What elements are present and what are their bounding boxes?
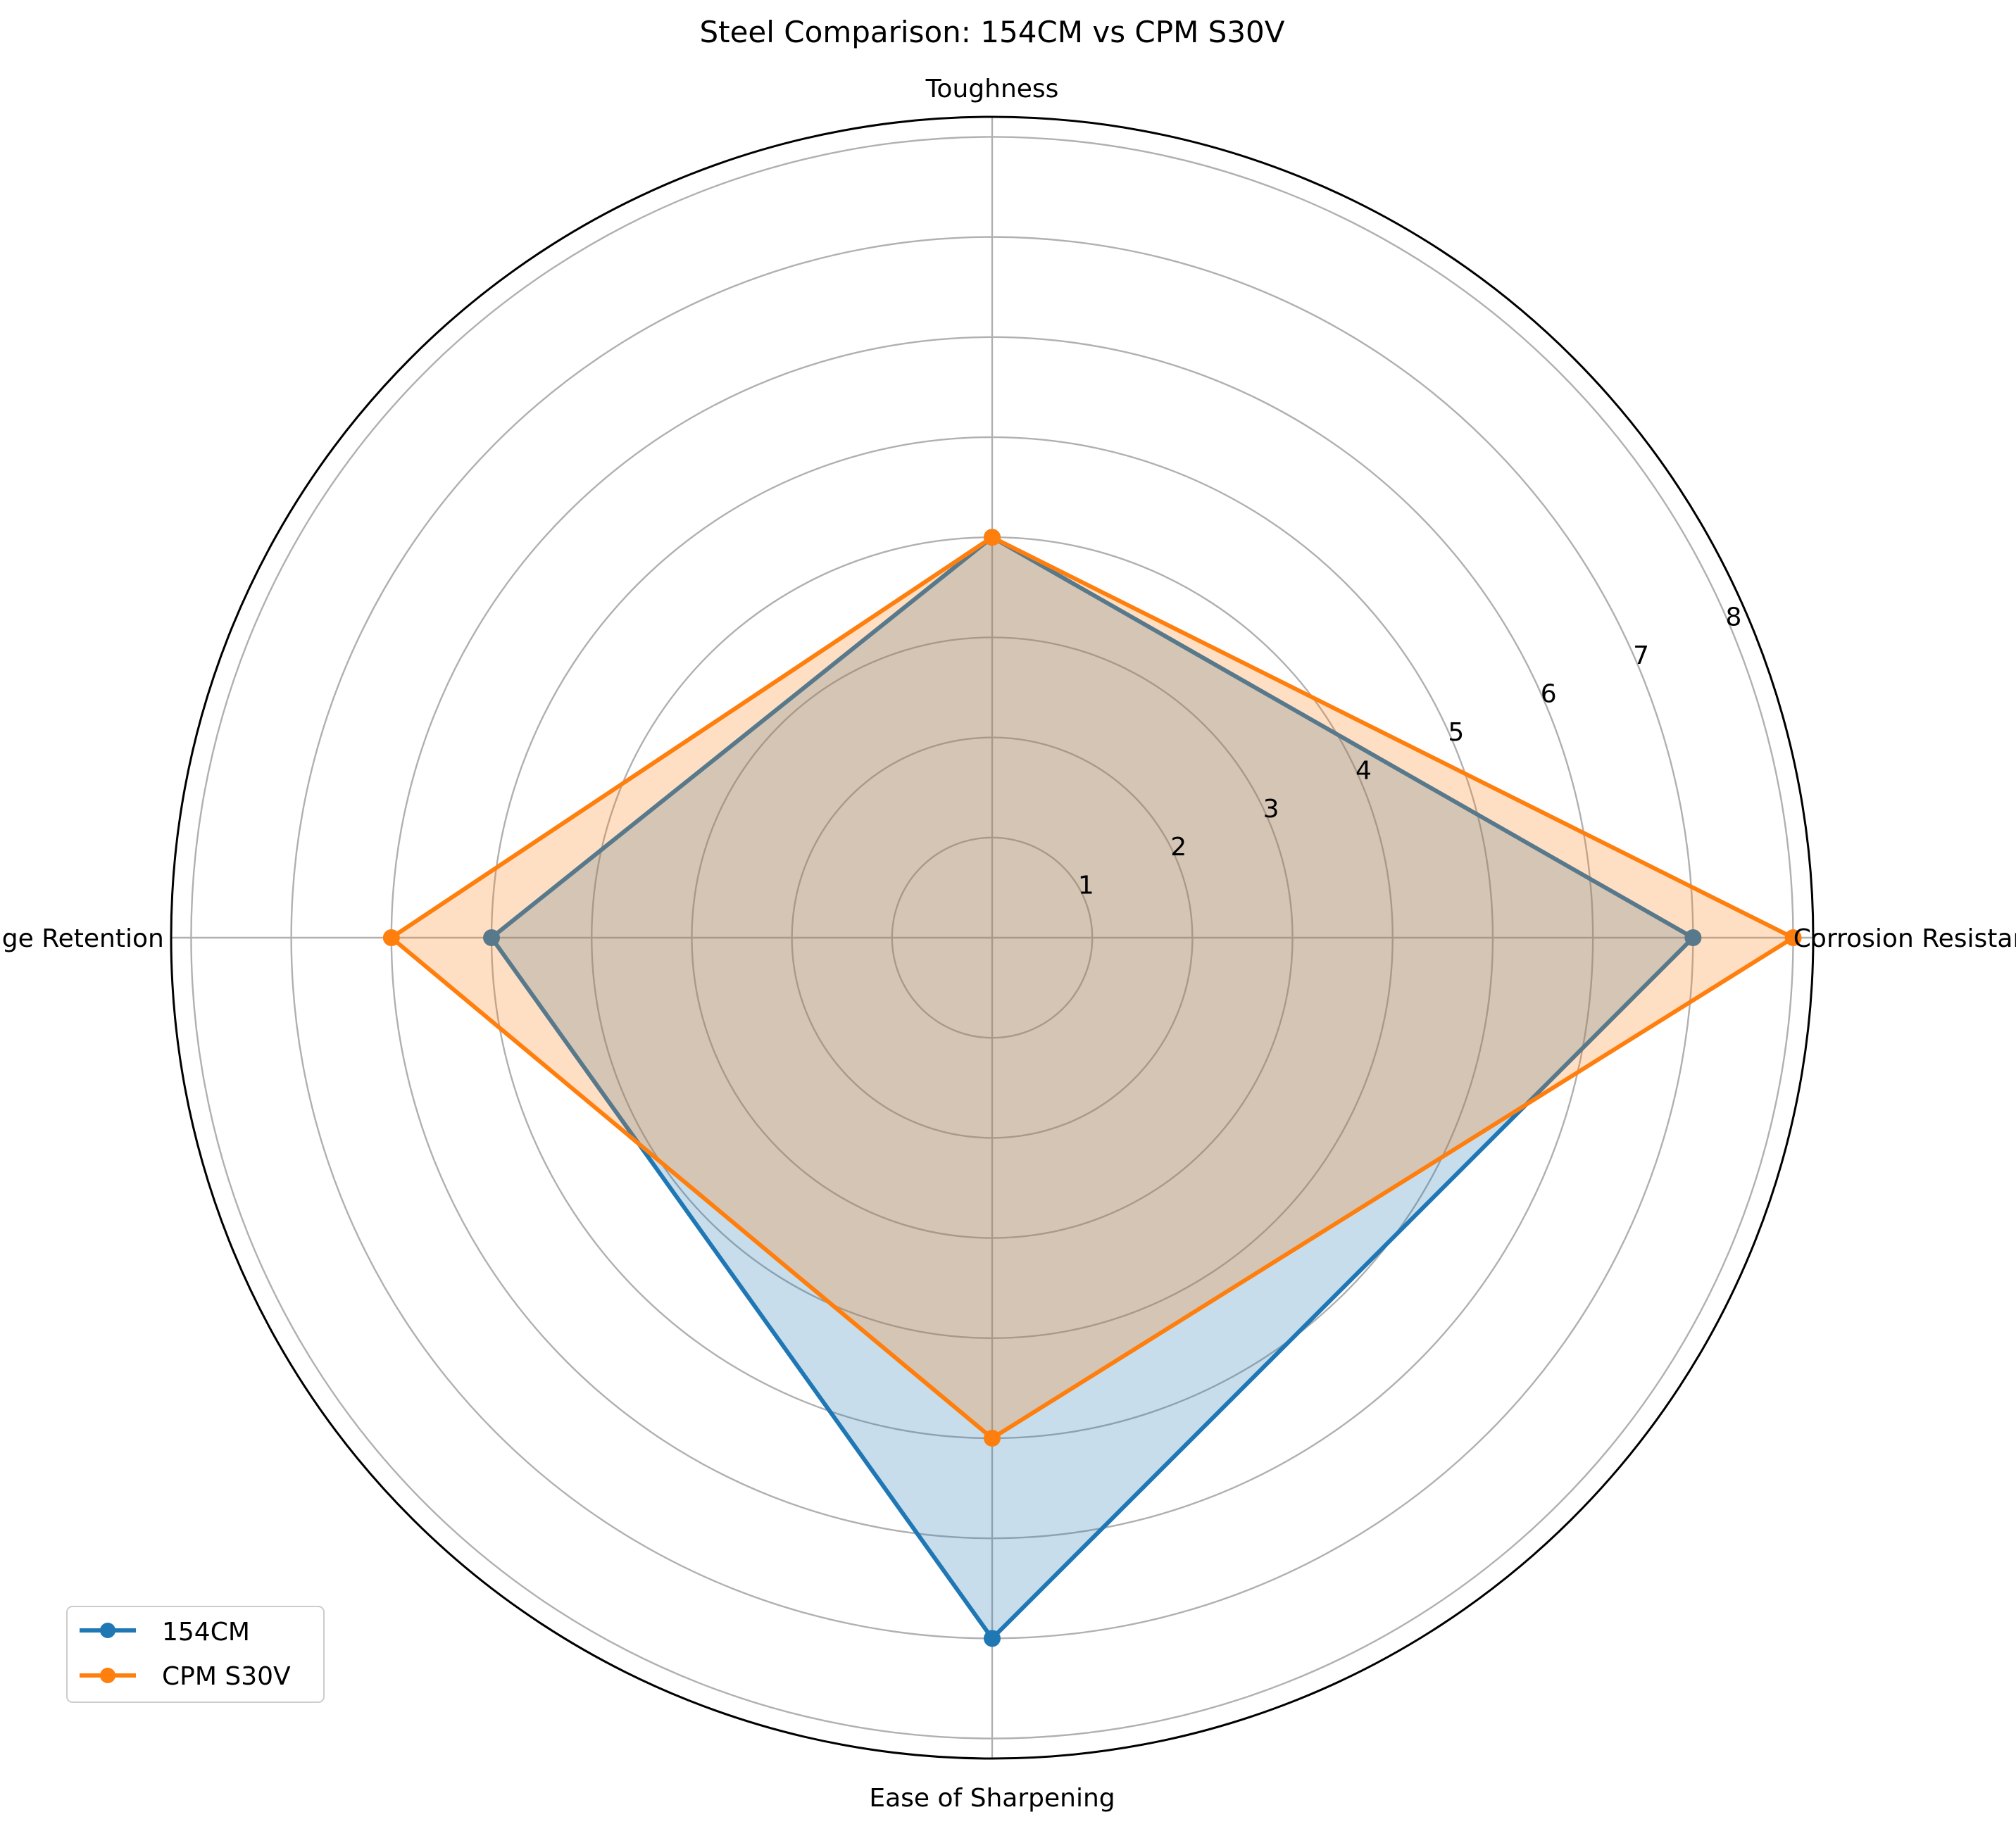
data-point-154cm-corrosion-resistance xyxy=(1684,929,1702,946)
radar-series xyxy=(382,529,1802,1647)
chart-title: Steel Comparison: 154CM vs CPM S30V xyxy=(699,15,1284,49)
data-point-154cm-edge-retention xyxy=(483,929,501,946)
polar-frame xyxy=(170,115,1815,1760)
radial-tick-label-6: 6 xyxy=(1541,680,1557,709)
data-point-cpm-s30v-ease-of-sharpening xyxy=(984,1429,1001,1447)
category-label-ease-of-sharpening: Ease of Sharpening xyxy=(869,1784,1115,1813)
radial-tick-label-3: 3 xyxy=(1263,795,1279,824)
data-point-154cm-ease-of-sharpening xyxy=(984,1630,1001,1647)
data-point-cpm-s30v-toughness xyxy=(984,529,1001,546)
category-label-toughness: Toughness xyxy=(925,75,1059,103)
chart-legend: 154CM CPM S30V xyxy=(66,1606,325,1703)
legend-marker-cpm-s30v xyxy=(100,1668,115,1683)
legend-label-cpm-s30v: CPM S30V xyxy=(162,1662,291,1691)
data-point-cpm-s30v-edge-retention xyxy=(382,929,400,946)
series-area-154cm xyxy=(492,537,1693,1639)
radial-tick-label-7: 7 xyxy=(1633,641,1649,670)
radial-tick-label-8: 8 xyxy=(1726,603,1742,632)
legend-marker-154cm xyxy=(100,1623,115,1638)
category-label-edge-retention: Edge Retention xyxy=(0,924,164,953)
radial-tick-label-1: 1 xyxy=(1078,872,1094,900)
radial-tick-label-5: 5 xyxy=(1448,718,1464,747)
data-point-cpm-s30v-corrosion-resistance xyxy=(1784,929,1802,946)
radial-tick-label-2: 2 xyxy=(1170,833,1187,862)
radial-tick-label-4: 4 xyxy=(1356,756,1372,785)
legend-label-154cm: 154CM xyxy=(162,1618,250,1647)
radar-labels: Corrosion Resistance Toughness Edge Retent… xyxy=(0,75,2016,1813)
category-label-corrosion-resistance: Corrosion Resistance xyxy=(1793,924,2016,953)
